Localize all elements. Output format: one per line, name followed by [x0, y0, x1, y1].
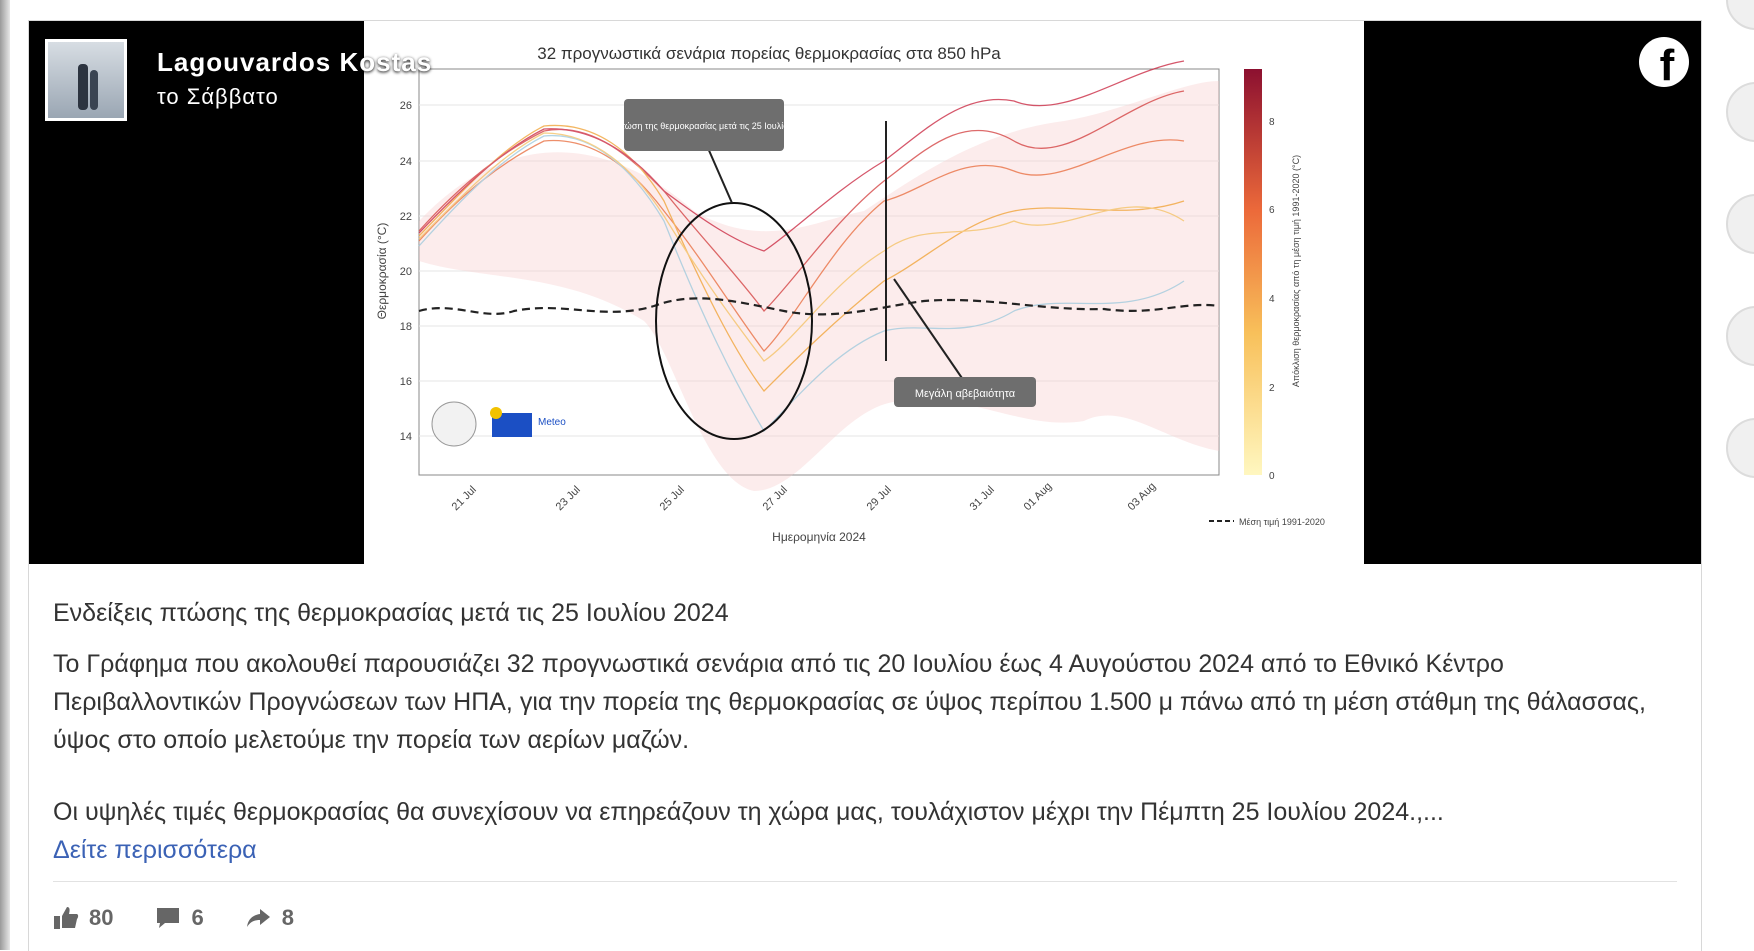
post-body-text: Οι υψηλές τιμές θερμοκρασίας θα συνεχίσο…: [53, 798, 1444, 826]
post-timestamp[interactable]: το Σάββατο: [157, 84, 279, 109]
divider: [53, 881, 1677, 882]
scenario-line: [418, 132, 1185, 362]
drop-annotation-box: [624, 99, 784, 151]
meteo-logo-text: Meteo: [538, 417, 566, 428]
x-tick: 29 Jul: [865, 484, 894, 513]
legend-mean-text: Μέση τιμή 1991-2020: [1239, 517, 1325, 527]
post-body-continued: Οι υψηλές τιμές θερμοκρασίας θα συνεχίσο…: [53, 793, 1693, 869]
post-media[interactable]: 32 προγνωστικά σενάρια πορείας θερμοκρασ…: [29, 21, 1701, 564]
colorbar-ticks: 0 2 4 6 8: [1269, 117, 1275, 482]
share-button-4[interactable]: [1726, 306, 1754, 366]
post-card: 32 προγνωστικά σενάρια πορείας θερμοκρασ…: [28, 20, 1702, 951]
share-sidebar: [1726, 0, 1754, 950]
share-count: 8: [281, 905, 294, 930]
colorbar-tick: 4: [1269, 294, 1275, 305]
colorbar-tick: 8: [1269, 117, 1275, 128]
uncertainty-pointer: [893, 278, 965, 382]
colorbar-label: Απόκλιση θερμοκρασίας από τη μέση τιμή 1…: [1291, 155, 1301, 387]
colorbar-tick: 6: [1269, 205, 1275, 216]
y-tick: 20: [400, 266, 412, 278]
scenario-line: [418, 139, 1185, 352]
window-edge: [0, 0, 10, 950]
post-author[interactable]: Lagouvardos Kostas το Σάββατο: [45, 39, 432, 121]
share-button[interactable]: 8: [246, 905, 294, 931]
y-tick-labels: 26 24 22 20 18 16 14: [400, 100, 412, 443]
comment-count: 6: [191, 905, 204, 930]
y-tick: 24: [400, 156, 412, 168]
see-more-link[interactable]: Δείτε περισσότερα: [53, 836, 257, 864]
post-actions: 80 6 8: [53, 905, 336, 931]
drop-ellipse: [655, 202, 813, 440]
x-tick-labels: 21 Jul 23 Jul 25 Jul 27 Jul 29 Jul 31 Ju…: [450, 480, 1159, 513]
x-axis-label: Ημερομηνία 2024: [772, 530, 866, 544]
comment-button[interactable]: 6: [155, 905, 204, 931]
forecast-chart-image: 32 προγνωστικά σενάρια πορείας θερμοκρασ…: [364, 21, 1364, 564]
comment-icon: [157, 908, 180, 928]
colorbar: [1244, 69, 1262, 475]
x-tick: 21 Jul: [450, 484, 479, 513]
colorbar-tick: 0: [1269, 471, 1275, 482]
like-count: 80: [89, 905, 114, 930]
scenario-line: [418, 60, 1185, 252]
meteo-logo: Meteo: [431, 401, 566, 447]
forecast-chart: 32 προγνωστικά σενάρια πορείας θερμοκρασ…: [375, 44, 1325, 544]
post-title: Ενδείξεις πτώσης της θερμοκρασίας μετά τ…: [53, 599, 729, 627]
y-tick: 22: [400, 211, 412, 223]
x-tick: 23 Jul: [554, 484, 583, 513]
share-button-5[interactable]: [1726, 418, 1754, 478]
facebook-icon[interactable]: f: [1639, 37, 1689, 90]
climatology-mean-line: [418, 297, 1220, 316]
avatar[interactable]: [45, 39, 127, 121]
thumbs-up-icon: [54, 907, 79, 929]
uncertainty-annotation-box: [894, 377, 1036, 407]
share-button-3[interactable]: [1726, 194, 1754, 254]
x-tick: 01 Aug: [1022, 480, 1055, 513]
x-tick: 03 Aug: [1126, 480, 1159, 513]
uncertainty-annotation: Μεγάλη αβεβαιότητα: [915, 388, 1016, 400]
plot-area: [418, 68, 1220, 476]
x-tick: 31 Jul: [968, 484, 997, 513]
chart-title: 32 προγνωστικά σενάρια πορείας θερμοκρασ…: [537, 44, 1001, 63]
y-tick: 16: [400, 376, 412, 388]
y-tick: 26: [400, 100, 412, 112]
colorbar-tick: 2: [1269, 383, 1275, 394]
author-name[interactable]: Lagouvardos Kostas: [157, 47, 433, 77]
drop-annotation: Πτώση της θερμοκρασίας μετά τις 25 Ιουλί…: [615, 121, 793, 131]
grid: [419, 104, 1219, 437]
y-axis-label: Θερμοκρασία (°C): [375, 223, 389, 320]
x-tick: 25 Jul: [658, 484, 687, 513]
like-button[interactable]: 80: [53, 905, 113, 931]
scenario-line: [418, 124, 1185, 392]
share-button-top[interactable]: [1726, 0, 1754, 30]
y-tick: 14: [400, 431, 412, 443]
y-tick: 18: [400, 321, 412, 333]
post-body: Το Γράφημα που ακολουθεί παρουσιάζει 32 …: [53, 650, 1646, 754]
share-arrow-icon: [246, 909, 270, 927]
twitter-share-button[interactable]: [1726, 82, 1754, 142]
